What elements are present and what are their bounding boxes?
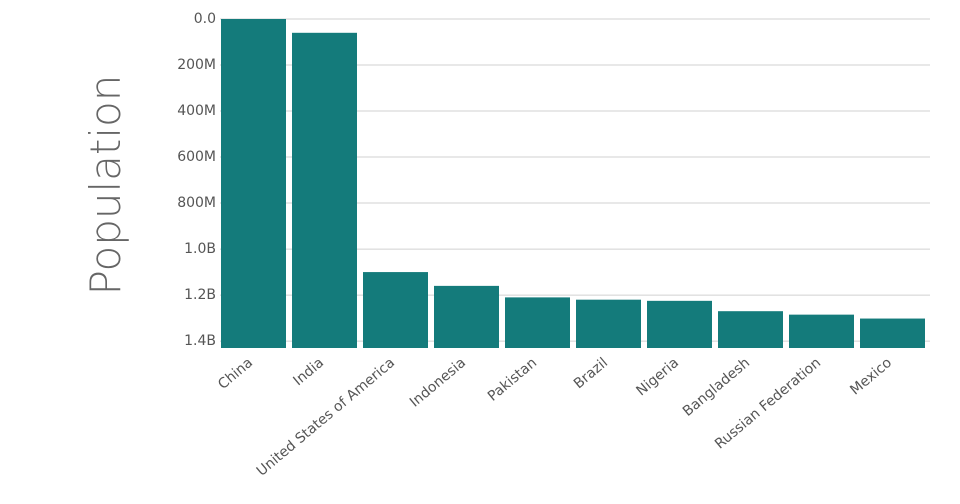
x-tick-label: Nigeria (633, 355, 682, 399)
bar (434, 285, 499, 348)
x-tick-label: India (290, 355, 327, 389)
y-tick-label: 1.2B (184, 287, 216, 303)
y-tick-label: 800M (177, 195, 216, 211)
y-tick-label: 400M (177, 103, 216, 119)
bar (505, 297, 570, 348)
y-tick-label: 1.0B (184, 241, 216, 257)
bar (718, 311, 783, 348)
y-tick-label: 600M (177, 149, 216, 165)
y-tick-label: 1.4B (184, 333, 216, 349)
x-tick-label: Pakistan (485, 355, 540, 405)
bar (363, 272, 428, 348)
y-tick-label: 200M (177, 57, 216, 73)
x-tick-label: Brazil (571, 355, 611, 392)
y-axis-label: Population (81, 75, 130, 296)
bar (221, 19, 286, 348)
x-tick-label: Indonesia (407, 355, 469, 411)
bar (576, 299, 641, 348)
bar (789, 314, 854, 348)
x-tick-label: China (215, 355, 256, 393)
x-tick-label: United States of America (254, 355, 398, 480)
bar (292, 32, 357, 348)
y-tick-label: 0.0 (194, 11, 216, 27)
bar (647, 300, 712, 348)
bar (860, 318, 925, 348)
x-tick-label: Mexico (847, 355, 895, 399)
x-tick-label: Bangladesh (680, 355, 753, 420)
